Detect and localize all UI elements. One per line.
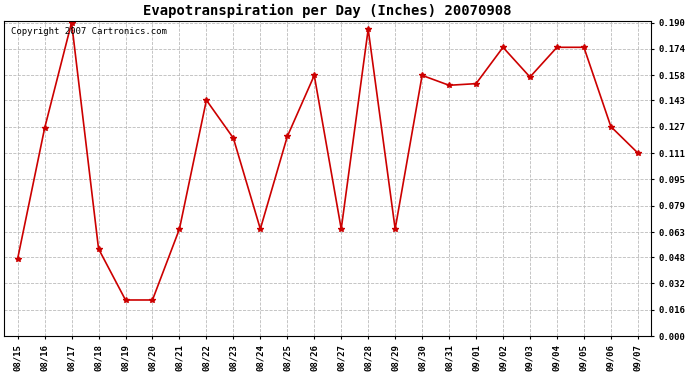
Text: Copyright 2007 Cartronics.com: Copyright 2007 Cartronics.com (10, 27, 166, 36)
Title: Evapotranspiration per Day (Inches) 20070908: Evapotranspiration per Day (Inches) 2007… (144, 4, 512, 18)
